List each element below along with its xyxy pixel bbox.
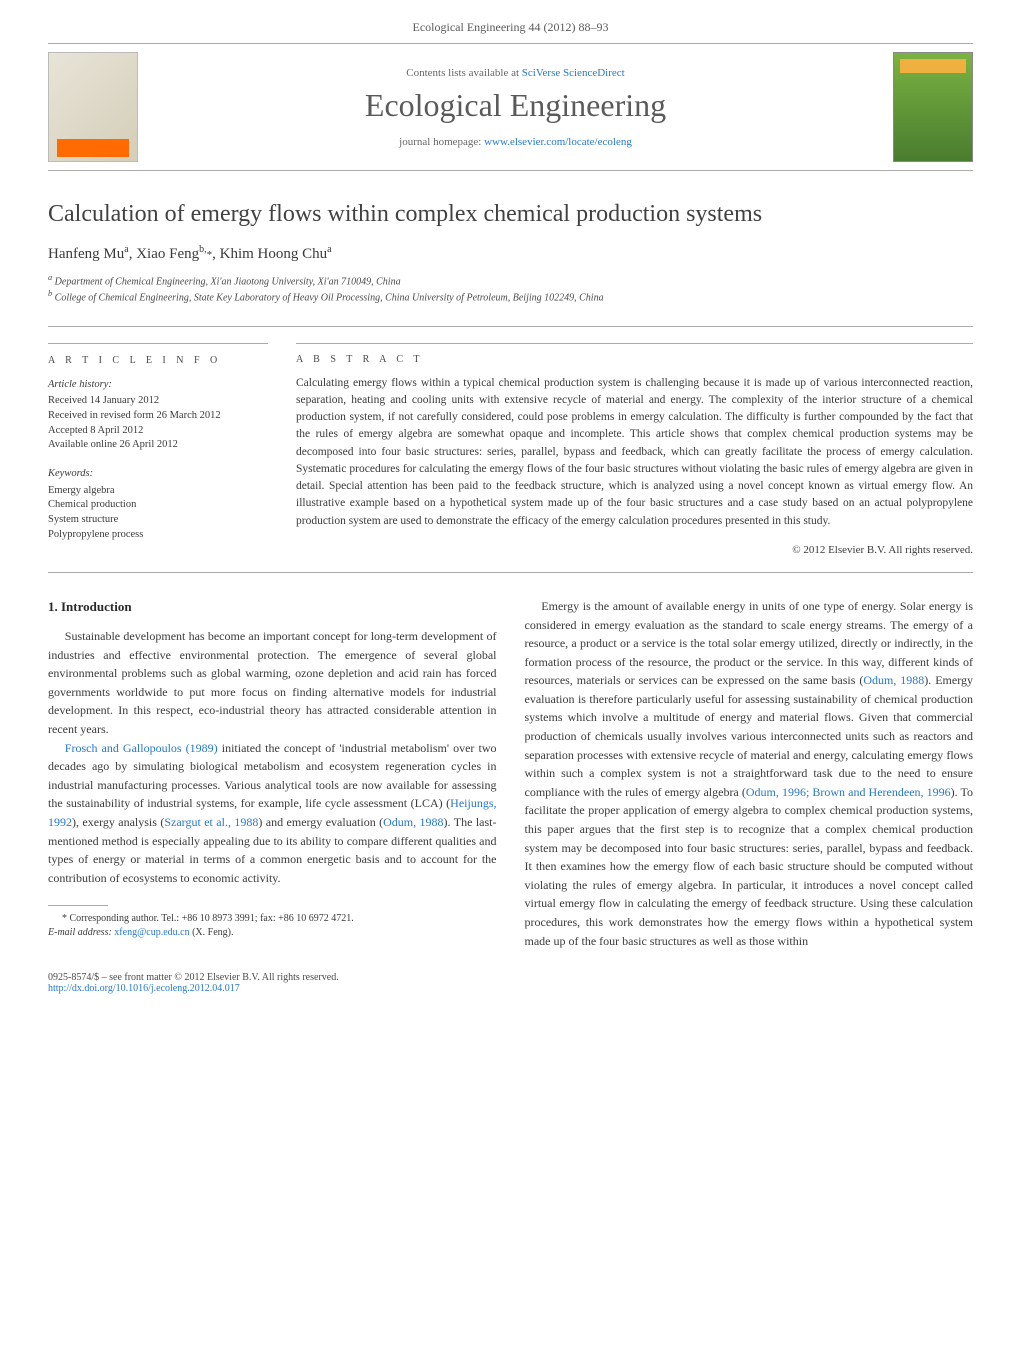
- author-2: Xiao Feng: [136, 246, 199, 262]
- intro-p2-text-3: ) and emergy evaluation (: [258, 815, 383, 829]
- journal-cover-thumbnail: [893, 52, 973, 162]
- intro-p3-text-2: ). Emergy evaluation is therefore partic…: [525, 673, 974, 799]
- ref-odum-1988-b[interactable]: Odum, 1988: [863, 673, 924, 687]
- intro-para-2: Frosch and Gallopoulos (1989) initiated …: [48, 739, 497, 888]
- keyword-2: Chemical production: [48, 498, 268, 513]
- corresponding-marker: *: [207, 249, 213, 261]
- publisher-logo: [48, 52, 138, 162]
- corresponding-author-footnote: * Corresponding author. Tel.: +86 10 897…: [48, 912, 497, 940]
- section-1-heading: 1. Introduction: [48, 597, 497, 617]
- article-info-left: a r t i c l e i n f o Article history: R…: [48, 343, 268, 556]
- affiliation-a: a Department of Chemical Engineering, Xi…: [48, 273, 973, 287]
- author-1: Hanfeng Mu: [48, 246, 124, 262]
- intro-p3-text-3: ). To facilitate the proper application …: [525, 785, 974, 948]
- keyword-4: Polypropylene process: [48, 528, 268, 543]
- author-2-affil: b,: [199, 244, 207, 255]
- homepage-prefix: journal homepage:: [399, 136, 484, 148]
- ref-frosch-1989[interactable]: Frosch and Gallopoulos (1989): [65, 741, 218, 755]
- affiliations: a Department of Chemical Engineering, Xi…: [48, 273, 973, 304]
- ref-szargut-1988[interactable]: Szargut et al., 1988: [164, 815, 258, 829]
- page-footer: 0925-8574/$ – see front matter © 2012 El…: [48, 972, 973, 994]
- intro-para-3: Emergy is the amount of available energy…: [525, 597, 974, 950]
- affil-b-sup: b: [48, 289, 52, 298]
- history-revised: Received in revised form 26 March 2012: [48, 409, 268, 424]
- ref-odum-1996-brown-1996[interactable]: Odum, 1996; Brown and Herendeen, 1996: [746, 785, 951, 799]
- journal-title: Ecological Engineering: [150, 87, 881, 124]
- affil-b-text: College of Chemical Engineering, State K…: [55, 293, 604, 304]
- author-3-affil: a: [327, 244, 331, 255]
- doi-link[interactable]: http://dx.doi.org/10.1016/j.ecoleng.2012…: [48, 983, 240, 994]
- body-column-right: Emergy is the amount of available energy…: [525, 597, 974, 950]
- article-title: Calculation of emergy flows within compl…: [48, 201, 973, 228]
- footer-copyright: 0925-8574/$ – see front matter © 2012 El…: [48, 972, 973, 983]
- contents-line: Contents lists available at SciVerse Sci…: [150, 67, 881, 79]
- author-3: Khim Hoong Chu: [220, 246, 328, 262]
- abstract-copyright: © 2012 Elsevier B.V. All rights reserved…: [296, 544, 973, 556]
- article-info-heading: a r t i c l e i n f o: [48, 354, 268, 368]
- masthead-center: Contents lists available at SciVerse Sci…: [150, 67, 881, 148]
- history-received: Received 14 January 2012: [48, 394, 268, 409]
- affiliation-b: b College of Chemical Engineering, State…: [48, 289, 973, 303]
- corr-author-email[interactable]: xfeng@cup.edu.cn: [114, 927, 189, 938]
- abstract-heading: a b s t r a c t: [296, 354, 973, 365]
- contents-prefix: Contents lists available at: [406, 67, 521, 79]
- affil-a-text: Department of Chemical Engineering, Xi'a…: [55, 276, 401, 287]
- intro-para-1: Sustainable development has become an im…: [48, 627, 497, 739]
- keywords-label: Keywords:: [48, 467, 268, 482]
- author-1-affil: a: [124, 244, 128, 255]
- journal-citation-header: Ecological Engineering 44 (2012) 88–93: [48, 20, 973, 35]
- abstract-text: Calculating emergy flows within a typica…: [296, 375, 973, 530]
- ref-odum-1988-a[interactable]: Odum, 1988: [383, 815, 443, 829]
- journal-masthead: Contents lists available at SciVerse Sci…: [48, 43, 973, 171]
- author-list: Hanfeng Mua, Xiao Fengb,*, Khim Hoong Ch…: [48, 244, 973, 263]
- affil-a-sup: a: [48, 273, 52, 282]
- body-column-left: 1. Introduction Sustainable development …: [48, 597, 497, 950]
- history-label: Article history:: [48, 378, 268, 393]
- keywords-block: Keywords: Emergy algebra Chemical produc…: [48, 467, 268, 542]
- history-online: Available online 26 April 2012: [48, 438, 268, 453]
- body-columns: 1. Introduction Sustainable development …: [48, 597, 973, 950]
- sciencedirect-link[interactable]: SciVerse ScienceDirect: [522, 67, 625, 79]
- abstract-column: a b s t r a c t Calculating emergy flows…: [296, 343, 973, 556]
- email-suffix: (X. Feng).: [190, 927, 234, 938]
- history-accepted: Accepted 8 April 2012: [48, 424, 268, 439]
- email-label: E-mail address:: [48, 927, 112, 938]
- article-info-section: a r t i c l e i n f o Article history: R…: [48, 326, 973, 573]
- homepage-line: journal homepage: www.elsevier.com/locat…: [150, 136, 881, 148]
- corr-author-text: * Corresponding author. Tel.: +86 10 897…: [62, 913, 354, 924]
- intro-p2-text-2: ), exergy analysis (: [72, 815, 164, 829]
- keyword-1: Emergy algebra: [48, 484, 268, 499]
- homepage-link[interactable]: www.elsevier.com/locate/ecoleng: [484, 136, 632, 148]
- footnote-separator: [48, 905, 108, 906]
- keyword-3: System structure: [48, 513, 268, 528]
